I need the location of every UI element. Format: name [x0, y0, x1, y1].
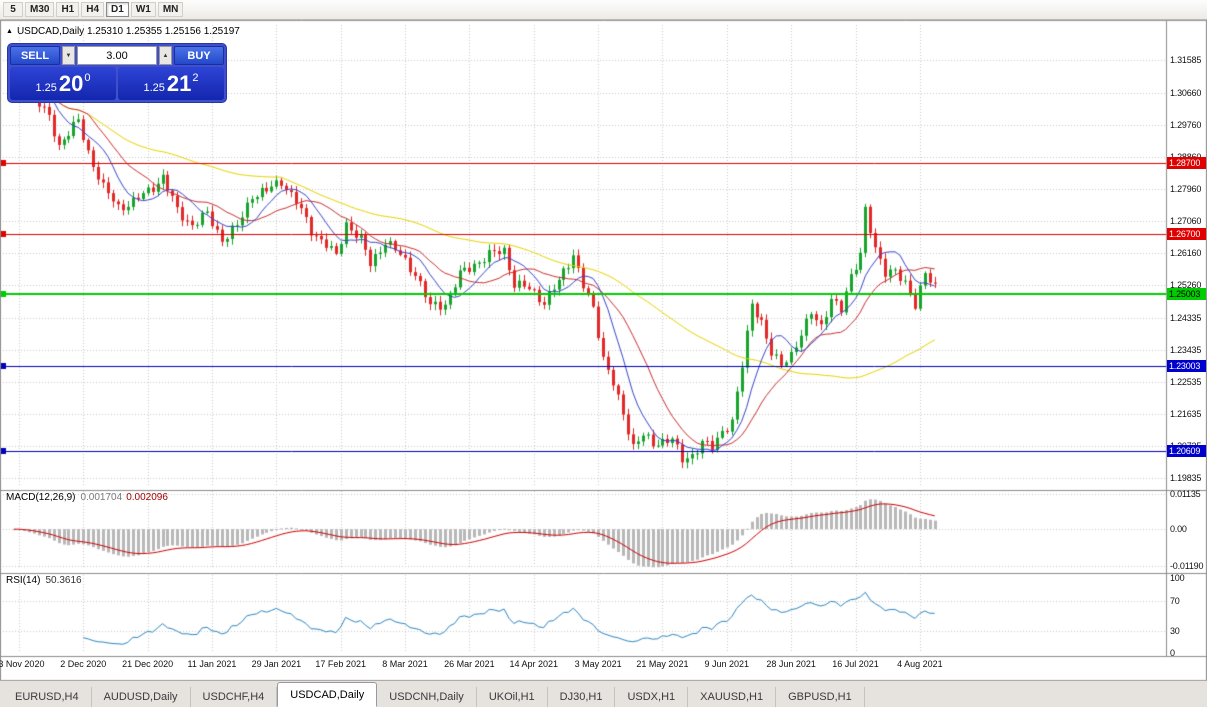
sell-price-pip-digit: 0 [84, 71, 91, 84]
collapse-arrow-icon[interactable]: ▲ [6, 27, 13, 35]
buy-price-big-digits: 21 [166, 70, 192, 96]
buy-button[interactable]: BUY [174, 46, 224, 65]
trade-controls-row: SELL ▼ ▲ BUY [10, 46, 224, 65]
tab-gbpusd-h1[interactable]: GBPUSD,H1 [776, 687, 865, 707]
volume-spin-down-button[interactable]: ▼ [62, 46, 75, 65]
buy-price-pip-digit: 2 [192, 71, 199, 84]
macd-indicator-label: MACD(12,26,9) 0.001704 0.002096 [6, 492, 168, 503]
tab-usdchf-h4[interactable]: USDCHF,H4 [191, 687, 278, 707]
buy-price-display[interactable]: 1.25 21 2 [118, 67, 224, 100]
tab-audusd-daily[interactable]: AUDUSD,Daily [92, 687, 191, 707]
timeframe-button-h4[interactable]: H4 [81, 2, 105, 17]
volume-spin-up-button[interactable]: ▲ [159, 46, 172, 65]
chart-title: ▲ USDCAD,Daily 1.25310 1.25355 1.25156 1… [6, 26, 240, 37]
sell-price-big-digits: 20 [58, 70, 84, 96]
timeframe-button-w1[interactable]: W1 [130, 2, 156, 17]
tab-eurusd-h4[interactable]: EURUSD,H4 [3, 687, 92, 707]
chart-tabbar: EURUSD,H4 AUDUSD,Daily USDCHF,H4 USDCAD,Dai… [0, 680, 1207, 707]
tab-dj30-h1[interactable]: DJ30,H1 [548, 687, 616, 707]
timeframe-button-d1[interactable]: D1 [106, 2, 129, 17]
chart-title-text: USDCAD,Daily 1.25310 1.25355 1.25156 1.2… [16, 26, 240, 37]
trade-prices-row: 1.25 20 0 1.25 21 2 [10, 67, 224, 100]
timeframe-button-m30[interactable]: M30 [25, 2, 55, 17]
tab-usdx-h1[interactable]: USDX,H1 [615, 687, 689, 707]
sell-price-prefix: 1.25 [35, 81, 57, 94]
sell-button[interactable]: SELL [10, 46, 60, 65]
macd-label-text: MACD(12,26,9) [6, 492, 76, 503]
tab-ukoil-h1[interactable]: UKOil,H1 [477, 687, 548, 707]
macd-signal-value: 0.002096 [126, 492, 168, 503]
timeframe-button-5[interactable]: 5 [3, 2, 23, 17]
timeframe-toolbar: 5 M30 H1 H4 D1 W1 MN [0, 0, 1207, 20]
tab-usdcad-daily[interactable]: USDCAD,Daily [277, 682, 378, 707]
rsi-value: 50.3616 [45, 575, 82, 586]
rsi-indicator-label: RSI(14) 50.3616 [6, 575, 82, 586]
timeframe-button-mn[interactable]: MN [157, 2, 184, 17]
rsi-label-text: RSI(14) [6, 575, 41, 586]
tab-usdcnh-daily[interactable]: USDCNH,Daily [377, 687, 477, 707]
volume-input[interactable] [77, 46, 157, 65]
tab-xauusd-h1[interactable]: XAUUSD,H1 [688, 687, 777, 707]
buy-price-prefix: 1.25 [143, 81, 165, 94]
timeframe-button-h1[interactable]: H1 [56, 2, 80, 17]
sell-price-display[interactable]: 1.25 20 0 [10, 67, 116, 100]
macd-main-value: 0.001704 [80, 492, 123, 503]
one-click-trading-panel: SELL ▼ ▲ BUY 1.25 20 0 1.25 21 2 [8, 44, 226, 102]
